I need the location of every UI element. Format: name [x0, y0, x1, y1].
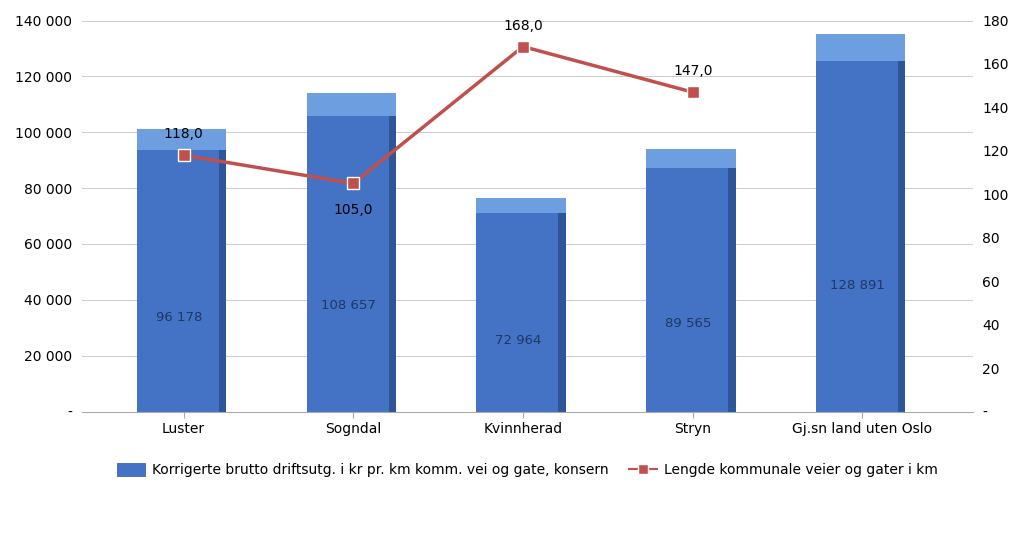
Bar — [137, 143, 219, 411]
Bar — [219, 143, 226, 411]
Text: 96 178: 96 178 — [156, 311, 202, 324]
Bar — [306, 108, 389, 411]
Text: 118,0: 118,0 — [164, 127, 204, 142]
Bar — [646, 149, 735, 168]
Bar — [898, 52, 905, 411]
Bar — [389, 108, 396, 411]
Text: 89 565: 89 565 — [665, 317, 712, 330]
Bar — [558, 208, 566, 411]
Bar — [306, 93, 396, 115]
Text: 72 964: 72 964 — [496, 334, 542, 347]
Text: 108 657: 108 657 — [322, 299, 376, 312]
Bar — [476, 208, 558, 411]
Bar — [137, 129, 226, 150]
Bar — [816, 52, 898, 411]
Legend: Korrigerte brutto driftsutg. i kr pr. km komm. vei og gate, konsern, Lengde komm: Korrigerte brutto driftsutg. i kr pr. km… — [112, 458, 943, 483]
Text: 105,0: 105,0 — [334, 203, 373, 217]
Bar — [816, 33, 905, 60]
Bar — [476, 198, 566, 213]
Text: 128 891: 128 891 — [830, 279, 885, 292]
Text: 147,0: 147,0 — [673, 64, 713, 78]
Text: 168,0: 168,0 — [503, 19, 543, 33]
Bar — [728, 162, 735, 411]
Bar — [646, 162, 728, 411]
